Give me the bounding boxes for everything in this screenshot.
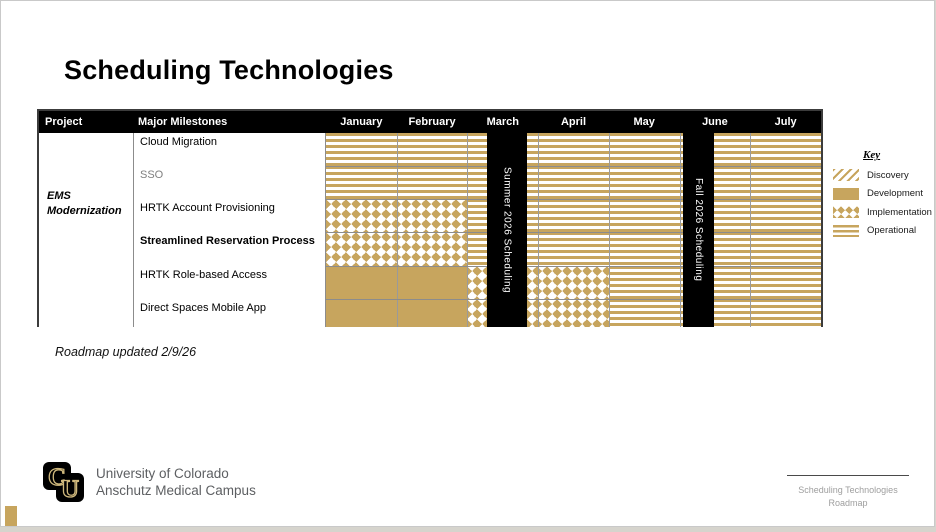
legend-item-discovery: Discovery: [833, 169, 935, 181]
legend-item-label: Implementation: [867, 207, 932, 218]
slide-canvas: Scheduling Technologies Project Major Mi…: [0, 0, 936, 532]
legend-item-label: Discovery: [867, 170, 909, 181]
month-gridline: [467, 133, 468, 327]
gantt-segment-operational: [609, 299, 821, 327]
legend-item-development: Development: [833, 188, 935, 200]
month-header-january: January: [326, 111, 397, 133]
footer-title-line2: Roadmap: [787, 497, 909, 510]
milestone-label: HRTK Account Provisioning: [140, 202, 320, 215]
legend-items: Discovery Development Implementation Operat…: [833, 169, 935, 237]
milestone-label: SSO: [140, 169, 320, 182]
milestone-cell: Direct Spaces Mobile App: [134, 299, 326, 327]
season-bar-label: Fall 2026 Scheduling: [693, 178, 704, 281]
gantt-segment-operational: [326, 133, 821, 166]
discovery-swatch-icon: [833, 169, 859, 181]
legend-title: Key: [863, 149, 935, 161]
month-gridline: [609, 133, 610, 327]
milestone-cell: Cloud Migration: [134, 133, 326, 166]
milestone-cell: HRTK Account Provisioning: [134, 199, 326, 232]
cu-logo-icon: C U: [41, 459, 87, 505]
implementation-swatch-icon: [833, 206, 859, 218]
milestone-label: Cloud Migration: [140, 136, 320, 149]
footer-divider: [787, 475, 909, 476]
updated-note: Roadmap updated 2/9/26: [55, 345, 196, 359]
footer-title-line1: Scheduling Technologies: [787, 484, 909, 497]
page-title: Scheduling Technologies: [64, 55, 394, 86]
org-line1: University of Colorado: [96, 465, 256, 482]
org-name: University of Colorado Anschutz Medical …: [96, 465, 256, 500]
slide-accent-square: [5, 506, 17, 526]
milestone-cell: HRTK Role-based Access: [134, 266, 326, 299]
footer-right: Scheduling Technologies Roadmap: [787, 475, 909, 510]
season-bar-label: Summer 2026 Scheduling: [502, 167, 513, 293]
month-gridline: [538, 133, 539, 327]
milestone-label: Streamlined Reservation Process: [140, 235, 320, 248]
month-header-july: July: [750, 111, 821, 133]
column-header-project: Project: [45, 111, 82, 133]
legend-item-implementation: Implementation: [833, 206, 935, 218]
project-name: EMS Modernization: [47, 189, 129, 219]
org-line2: Anschutz Medical Campus: [96, 482, 256, 499]
milestone-cell: SSO: [134, 166, 326, 199]
gantt-segment-operational: [326, 166, 821, 199]
month-gridline: [750, 133, 751, 327]
month-header-june: June: [680, 111, 751, 133]
svg-text:U: U: [61, 476, 79, 503]
milestone-cell: Streamlined Reservation Process: [134, 232, 326, 266]
table-header-row: Project Major Milestones JanuaryFebruary…: [39, 111, 821, 133]
operational-swatch-icon: [833, 225, 859, 237]
month-header-may: May: [609, 111, 680, 133]
month-header-february: February: [397, 111, 468, 133]
column-header-milestones: Major Milestones: [138, 111, 227, 133]
month-header-april: April: [538, 111, 609, 133]
milestone-label: Direct Spaces Mobile App: [140, 302, 320, 315]
gantt-segment-operational: [609, 266, 821, 299]
month-gridline: [680, 133, 681, 327]
project-cell: EMS Modernization: [39, 133, 134, 327]
month-gridline: [397, 133, 398, 327]
slide: Scheduling Technologies Project Major Mi…: [0, 0, 935, 527]
season-bar: Fall 2026 Scheduling: [683, 133, 713, 327]
development-swatch-icon: [833, 188, 859, 200]
legend-item-operational: Operational: [833, 225, 935, 237]
legend: Key Discovery Development Implementation Op…: [833, 149, 935, 243]
legend-item-label: Development: [867, 188, 923, 199]
milestone-label: HRTK Role-based Access: [140, 269, 320, 282]
roadmap-table: Project Major Milestones JanuaryFebruary…: [37, 109, 823, 327]
month-header-march: March: [467, 111, 538, 133]
legend-item-label: Operational: [867, 225, 916, 236]
footer-left: C U University of Colorado Anschutz Medi…: [41, 459, 256, 505]
season-bar: Summer 2026 Scheduling: [487, 133, 527, 327]
